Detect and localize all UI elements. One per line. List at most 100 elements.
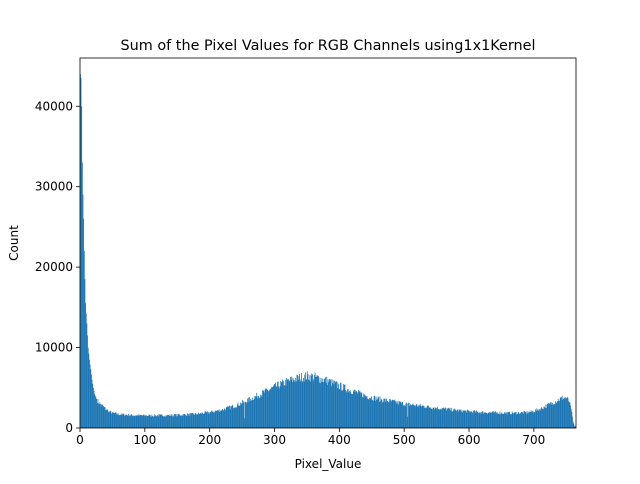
histogram-bar bbox=[300, 379, 302, 428]
histogram-bar bbox=[288, 379, 289, 428]
histogram-bar bbox=[550, 402, 551, 428]
histogram-bar bbox=[208, 412, 210, 428]
histogram-bar bbox=[415, 404, 417, 428]
histogram-bar bbox=[169, 414, 171, 428]
histogram-bar bbox=[225, 410, 227, 428]
histogram-bar bbox=[467, 410, 469, 428]
histogram-bar bbox=[269, 389, 271, 428]
histogram-bar bbox=[283, 385, 285, 428]
y-axis: 0 10000 20000 30000 40000 bbox=[35, 99, 80, 435]
histogram-bar bbox=[499, 411, 501, 428]
histogram-bar bbox=[144, 415, 146, 428]
histogram-bar bbox=[332, 380, 334, 428]
histogram-bar bbox=[194, 413, 196, 428]
histogram-bar bbox=[352, 390, 354, 428]
histogram-bar bbox=[92, 383, 94, 428]
histogram-bar bbox=[544, 407, 546, 428]
histogram-bar bbox=[450, 407, 452, 428]
histogram-bar bbox=[500, 413, 502, 428]
histogram-bar bbox=[451, 411, 453, 428]
histogram-bar bbox=[459, 409, 461, 428]
histogram-bar bbox=[383, 398, 385, 428]
histogram-bar bbox=[155, 416, 157, 428]
histogram-bar bbox=[115, 412, 117, 428]
histogram-bar bbox=[313, 378, 315, 428]
histogram-bar bbox=[349, 391, 350, 428]
histogram-bar bbox=[357, 392, 359, 428]
histogram-bar bbox=[489, 412, 491, 428]
histogram-bar bbox=[535, 410, 537, 428]
histogram-bar bbox=[565, 398, 567, 428]
histogram-bar bbox=[487, 412, 489, 428]
histogram-bar bbox=[157, 415, 158, 428]
histogram-bar bbox=[403, 405, 405, 428]
x-tick-label: 300 bbox=[263, 433, 286, 447]
histogram-bar bbox=[352, 394, 354, 428]
histogram-bar bbox=[91, 379, 93, 428]
histogram-bar bbox=[449, 407, 451, 428]
histogram-bar bbox=[454, 409, 456, 428]
histogram-bar bbox=[221, 408, 223, 428]
histogram-bar bbox=[159, 414, 160, 428]
histogram-bar bbox=[390, 400, 392, 428]
histogram-bar bbox=[454, 408, 455, 428]
histogram-bar bbox=[154, 416, 156, 428]
histogram-bar bbox=[219, 411, 221, 428]
histogram-bar bbox=[524, 410, 525, 428]
histogram-bar bbox=[248, 401, 250, 428]
histogram-bar bbox=[319, 383, 321, 428]
histogram-bar bbox=[132, 416, 134, 428]
histogram-bar bbox=[350, 392, 352, 428]
histogram-bar bbox=[92, 387, 94, 428]
histogram-bar bbox=[199, 413, 201, 428]
histogram-bar bbox=[342, 389, 344, 428]
histogram-bar bbox=[242, 402, 244, 428]
histogram-bar bbox=[555, 403, 557, 428]
histogram-bar bbox=[303, 377, 304, 428]
histogram-bar bbox=[369, 397, 370, 428]
histogram-bar bbox=[478, 412, 480, 428]
histogram-bar bbox=[375, 396, 377, 428]
histogram-bar bbox=[437, 406, 439, 428]
histogram-bar bbox=[209, 413, 210, 428]
histogram-bar bbox=[211, 410, 213, 428]
histogram-bar bbox=[541, 408, 543, 428]
histogram-bar bbox=[164, 416, 166, 428]
histogram-bar bbox=[440, 408, 442, 428]
histogram-bar bbox=[477, 411, 479, 428]
histogram-bar bbox=[560, 397, 562, 428]
histogram-bar bbox=[471, 411, 473, 428]
histogram-bar bbox=[325, 377, 326, 428]
histogram-bar bbox=[103, 407, 105, 428]
histogram-bar bbox=[323, 378, 325, 428]
histogram-bar bbox=[160, 414, 162, 428]
histogram-bar bbox=[179, 414, 180, 428]
histogram-bar bbox=[190, 413, 192, 428]
histogram-bar bbox=[275, 382, 276, 428]
histogram-bar bbox=[561, 397, 562, 428]
histogram-bar bbox=[198, 412, 199, 428]
histogram-bar bbox=[99, 402, 101, 428]
histogram-bar bbox=[493, 412, 495, 428]
histogram-bar bbox=[198, 413, 200, 428]
histogram-bar bbox=[485, 412, 487, 428]
histogram-bar bbox=[545, 404, 547, 428]
histogram-bar bbox=[122, 413, 124, 428]
histogram-bar bbox=[100, 405, 102, 428]
histogram-bar bbox=[281, 381, 283, 428]
histogram-bar bbox=[413, 405, 415, 428]
histogram-bar bbox=[442, 408, 444, 428]
histogram-bar bbox=[81, 162, 83, 428]
histogram-bar bbox=[256, 392, 258, 428]
histogram-bar bbox=[310, 381, 311, 428]
histogram-bar bbox=[183, 414, 185, 428]
histogram-bar bbox=[445, 407, 446, 428]
histogram-bar bbox=[358, 391, 360, 428]
histogram-bar bbox=[502, 413, 504, 428]
histogram-bar bbox=[264, 389, 266, 428]
histogram-bar bbox=[423, 405, 425, 428]
histogram-bar bbox=[361, 392, 363, 428]
histogram-bar bbox=[552, 405, 554, 428]
histogram-bar bbox=[129, 415, 131, 428]
histogram-bar bbox=[356, 391, 358, 428]
